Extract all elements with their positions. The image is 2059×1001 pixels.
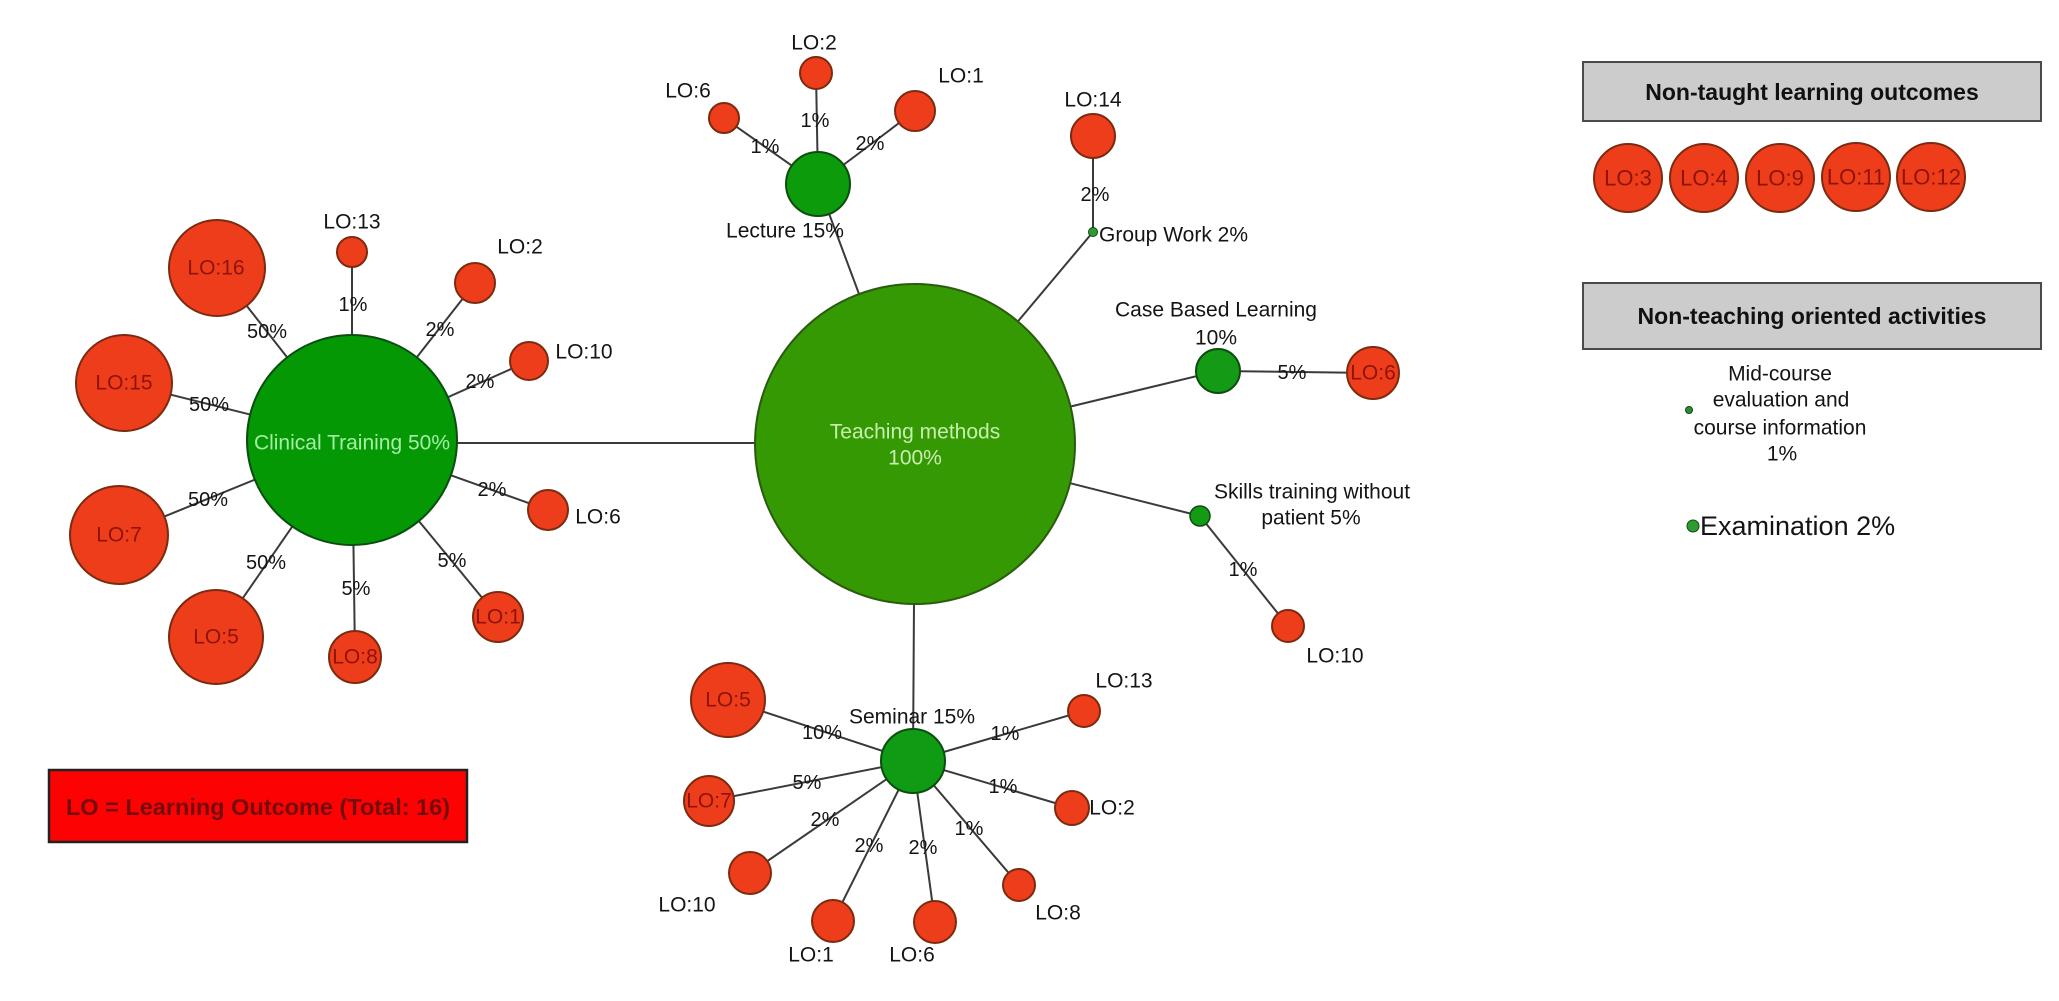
svg-text:LO:2: LO:2 [497, 236, 543, 259]
svg-text:LO:8: LO:8 [1035, 902, 1081, 925]
svg-text:2%: 2% [478, 479, 507, 501]
svg-text:1%: 1% [1767, 443, 1797, 466]
svg-text:Skills training without: Skills training without [1214, 481, 1410, 504]
svg-text:50%: 50% [247, 321, 287, 343]
svg-text:1%: 1% [989, 776, 1018, 798]
svg-text:Non-teaching oriented activiti: Non-teaching oriented activities [1638, 303, 1987, 329]
svg-text:LO:1: LO:1 [938, 65, 984, 88]
svg-text:LO:15: LO:15 [95, 372, 152, 395]
svg-text:1%: 1% [955, 818, 984, 840]
svg-text:LO:3: LO:3 [1604, 166, 1652, 191]
svg-text:LO:12: LO:12 [1901, 165, 1961, 190]
svg-text:2%: 2% [1081, 184, 1110, 206]
svg-text:5%: 5% [438, 550, 467, 572]
svg-text:LO:10: LO:10 [555, 341, 612, 364]
svg-text:LO:7: LO:7 [96, 524, 142, 547]
svg-text:10%: 10% [1195, 327, 1237, 350]
svg-text:2%: 2% [811, 809, 840, 831]
svg-text:LO:6: LO:6 [889, 944, 935, 967]
svg-text:LO:6: LO:6 [665, 80, 711, 103]
svg-text:LO = Learning Outcome (Total:: LO = Learning Outcome (Total: 16) [66, 794, 450, 820]
svg-text:50%: 50% [188, 489, 228, 511]
svg-text:LO:7: LO:7 [686, 790, 732, 813]
svg-text:Examination 2%: Examination 2% [1700, 511, 1895, 541]
svg-text:5%: 5% [793, 772, 822, 794]
svg-text:course information: course information [1694, 417, 1867, 440]
svg-text:LO:16: LO:16 [187, 257, 244, 280]
svg-text:LO:6: LO:6 [1350, 362, 1396, 385]
svg-text:2%: 2% [426, 319, 455, 341]
svg-text:1%: 1% [339, 294, 368, 316]
svg-text:LO:5: LO:5 [705, 689, 751, 712]
svg-text:5%: 5% [1278, 362, 1307, 384]
svg-text:2%: 2% [909, 837, 938, 859]
svg-text:LO:6: LO:6 [575, 506, 621, 529]
svg-text:LO:5: LO:5 [193, 626, 239, 649]
svg-text:Non-taught learning outcomes: Non-taught learning outcomes [1645, 79, 1979, 105]
svg-text:LO:10: LO:10 [1306, 645, 1363, 668]
svg-text:LO:10: LO:10 [658, 894, 715, 917]
svg-text:LO:2: LO:2 [791, 32, 837, 55]
svg-text:LO:1: LO:1 [475, 606, 521, 629]
svg-text:Teaching methods: Teaching methods [830, 421, 1000, 444]
svg-text:LO:11: LO:11 [1827, 165, 1885, 190]
svg-text:LO:4: LO:4 [1680, 166, 1728, 191]
svg-text:Mid-course: Mid-course [1728, 363, 1832, 386]
svg-text:evaluation and: evaluation and [1713, 389, 1850, 412]
svg-text:LO:2: LO:2 [1089, 797, 1135, 820]
svg-text:Clinical Training 50%: Clinical Training 50% [254, 432, 450, 455]
svg-text:Group Work 2%: Group Work 2% [1099, 224, 1248, 247]
svg-text:1%: 1% [751, 136, 780, 158]
svg-text:Lecture 15%: Lecture 15% [726, 220, 844, 243]
svg-text:patient 5%: patient 5% [1261, 507, 1360, 530]
svg-text:100%: 100% [888, 447, 942, 470]
svg-text:LO:9: LO:9 [1756, 166, 1804, 191]
svg-text:Case Based Learning: Case Based Learning [1115, 299, 1317, 322]
svg-text:LO:1: LO:1 [788, 944, 834, 967]
svg-text:2%: 2% [466, 371, 495, 393]
svg-text:2%: 2% [855, 835, 884, 857]
svg-text:1%: 1% [1229, 559, 1258, 581]
svg-text:Seminar 15%: Seminar 15% [849, 706, 975, 729]
svg-text:2%: 2% [856, 133, 885, 155]
svg-text:5%: 5% [342, 578, 371, 600]
svg-text:50%: 50% [189, 394, 229, 416]
svg-text:1%: 1% [801, 110, 830, 132]
svg-text:LO:8: LO:8 [332, 646, 378, 669]
svg-text:LO:13: LO:13 [1095, 670, 1152, 693]
svg-text:LO:13: LO:13 [323, 211, 380, 234]
svg-text:50%: 50% [246, 552, 286, 574]
svg-text:LO:14: LO:14 [1064, 89, 1122, 112]
svg-text:1%: 1% [991, 723, 1020, 745]
svg-text:10%: 10% [802, 722, 842, 744]
